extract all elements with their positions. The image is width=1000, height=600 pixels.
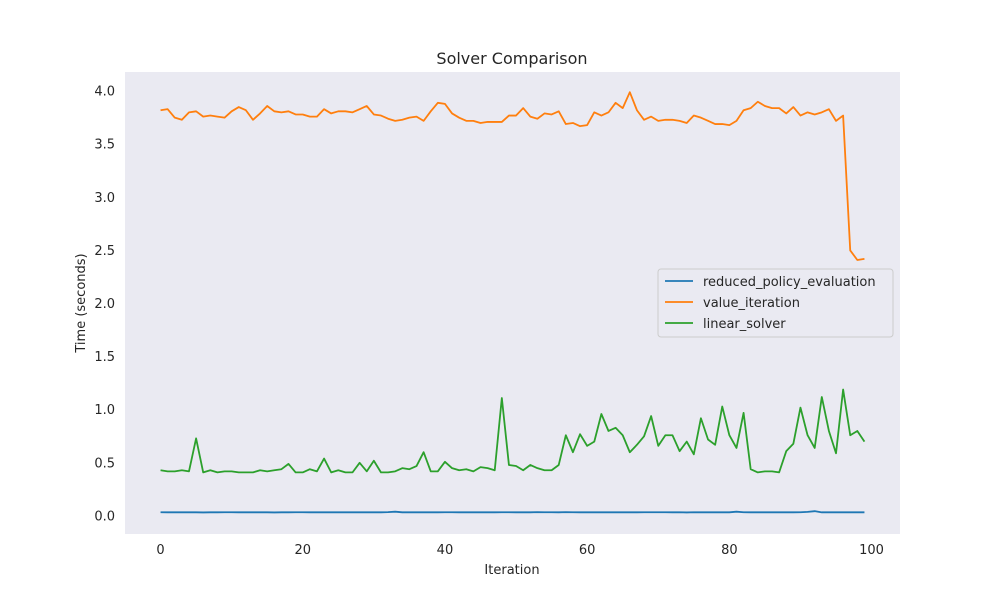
x-tick-labels: 0 20 40 60 80 100 [156, 543, 884, 558]
y-axis-label: Time (seconds) [74, 253, 89, 353]
y-tick-label: 3.5 [94, 138, 115, 153]
x-tick-label: 40 [437, 543, 454, 558]
x-tick-label: 0 [156, 543, 164, 558]
legend-box [657, 268, 894, 338]
y-tick-label: 0.0 [94, 509, 115, 524]
y-tick-label: 2.5 [94, 244, 115, 259]
x-tick-label: 80 [721, 543, 738, 558]
legend-label-value-iteration: value_iteration [703, 296, 800, 311]
y-tick-label: 2.0 [94, 297, 115, 312]
y-tick-label: 4.0 [94, 85, 115, 100]
y-tick-labels: 0.0 0.5 1.0 1.5 2.0 2.5 3.0 3.5 4.0 [94, 85, 115, 525]
y-tick-label: 1.5 [94, 350, 115, 365]
series-line-reduced-policy-evaluation [160, 510, 865, 514]
x-tick-label: 20 [294, 543, 311, 558]
x-axis-label: Iteration [484, 563, 539, 578]
x-tick-label: 100 [859, 543, 884, 558]
legend-label-linear-solver: linear_solver [703, 317, 786, 332]
y-tick-label: 0.5 [94, 456, 115, 471]
y-tick-label: 1.0 [94, 403, 115, 418]
x-tick-label: 60 [579, 543, 596, 558]
series-lines [160, 91, 866, 514]
chart-title: Solver Comparison [436, 49, 587, 68]
series-line-value-iteration [160, 91, 865, 261]
series-line-linear-solver [160, 388, 866, 474]
legend-label-reduced-policy-evaluation: reduced_policy_evaluation [703, 275, 876, 290]
legend: reduced_policy_evaluation value_iteration… [657, 268, 894, 338]
y-tick-label: 3.0 [94, 191, 115, 206]
